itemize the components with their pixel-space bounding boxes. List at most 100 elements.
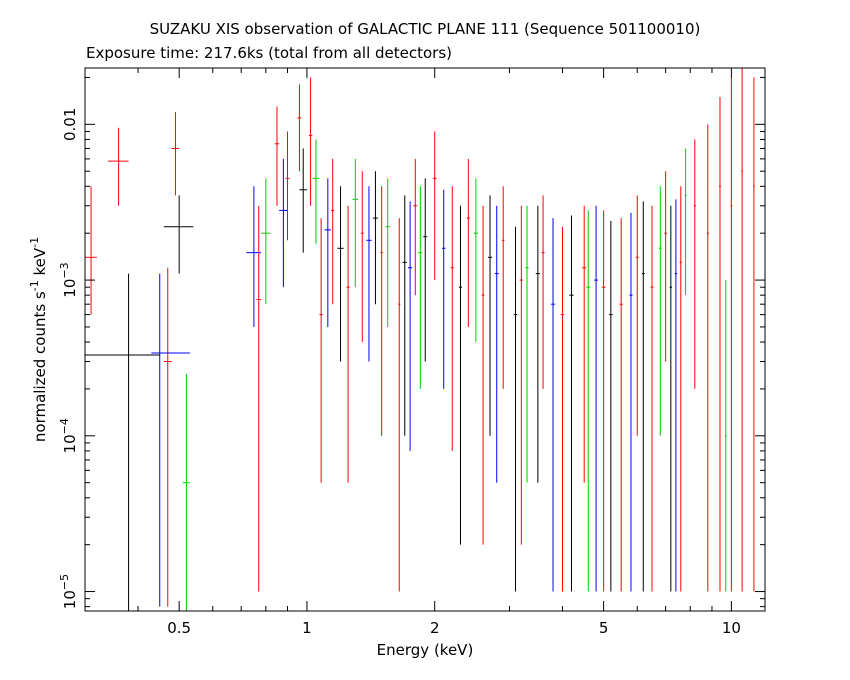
data-point xyxy=(724,280,727,592)
data-point xyxy=(481,205,485,545)
plot-frame xyxy=(84,67,766,612)
data-point xyxy=(312,139,320,245)
data-point xyxy=(151,273,190,607)
data-point xyxy=(432,131,437,281)
y-label-text: normalized counts s xyxy=(31,291,49,442)
data-point xyxy=(163,267,172,607)
data-point xyxy=(274,106,280,206)
data-point xyxy=(261,178,271,305)
x-tick-label: 2 xyxy=(430,619,440,637)
data-point xyxy=(501,186,505,389)
x-axis-label: Energy (keV) xyxy=(377,641,474,659)
data-point xyxy=(352,158,359,288)
ticks-layer: 0.5 1 2 5 10 0.01 10−3 10−4 10−5 xyxy=(58,68,765,637)
data-point xyxy=(418,186,423,389)
y-tick-exponent: −4 xyxy=(58,418,71,434)
data-point xyxy=(730,77,733,592)
x-tick-label: 0.5 xyxy=(167,619,191,637)
data-point xyxy=(473,178,479,343)
data-point xyxy=(679,186,683,592)
data-point xyxy=(163,195,194,274)
data-point xyxy=(423,178,428,362)
data-point xyxy=(525,205,529,483)
series-2 xyxy=(182,139,727,611)
data-point xyxy=(372,171,378,305)
series-1 xyxy=(85,148,673,611)
data-point xyxy=(658,186,662,436)
x-tick-label: 10 xyxy=(722,619,741,637)
data-point xyxy=(299,148,307,253)
data-point xyxy=(753,77,755,592)
data-point xyxy=(458,205,463,545)
data-point xyxy=(650,205,654,592)
data-point xyxy=(171,112,180,196)
data-point xyxy=(380,186,383,436)
y-axis-label: normalized counts s-1 keV-1 xyxy=(28,237,49,442)
data-point xyxy=(629,212,633,592)
data-point xyxy=(693,139,696,389)
data-point xyxy=(609,220,613,592)
data-point xyxy=(331,158,335,305)
data-point xyxy=(285,131,290,241)
x-tick-label: 1 xyxy=(302,619,312,637)
data-point xyxy=(684,148,687,296)
data-point xyxy=(108,127,129,206)
data-point xyxy=(85,186,97,315)
data-point xyxy=(519,205,524,545)
series-0 xyxy=(85,68,755,607)
series-3 xyxy=(151,158,678,607)
data-point xyxy=(551,218,555,592)
data-point xyxy=(664,171,667,362)
y-label-text: keV xyxy=(31,247,49,280)
data-point xyxy=(487,195,493,436)
data-point xyxy=(669,205,673,592)
y-label-superscript: -1 xyxy=(28,280,41,291)
series-layer xyxy=(85,68,755,611)
data-point xyxy=(466,158,470,327)
data-point xyxy=(360,171,364,343)
data-point xyxy=(297,84,302,172)
data-point xyxy=(308,77,313,206)
data-point xyxy=(641,201,645,592)
data-point xyxy=(594,205,599,592)
y-tick-exponent: −3 xyxy=(58,262,71,278)
data-point xyxy=(619,218,623,592)
data-point xyxy=(398,218,401,592)
data-point xyxy=(541,195,545,389)
data-point xyxy=(719,96,721,592)
data-point xyxy=(569,215,574,592)
y-tick-exponent: −5 xyxy=(58,574,71,590)
chart-subtitle: Exposure time: 217.6ks (total from all d… xyxy=(86,44,453,62)
data-point xyxy=(535,205,540,483)
data-point xyxy=(337,186,344,362)
data-point xyxy=(413,158,418,296)
data-point xyxy=(582,205,587,483)
data-point xyxy=(85,273,160,611)
data-point xyxy=(674,199,678,592)
y-label-superscript: -1 xyxy=(28,237,41,248)
x-tick-label: 5 xyxy=(599,619,609,637)
data-point xyxy=(450,186,454,451)
data-point xyxy=(256,205,262,592)
chart-title: SUZAKU XIS observation of GALACTIC PLANE… xyxy=(149,20,701,38)
data-point xyxy=(513,226,518,592)
data-point xyxy=(279,158,288,288)
y-tick-label: 10−4 xyxy=(58,418,79,453)
y-tick-label: 10−5 xyxy=(58,574,79,609)
y-tick-label: 0.01 xyxy=(61,108,79,141)
data-point xyxy=(385,178,391,327)
data-point xyxy=(706,124,709,592)
data-point xyxy=(366,186,372,362)
data-point xyxy=(402,195,407,436)
data-point xyxy=(601,210,606,592)
data-point xyxy=(346,205,350,483)
data-point xyxy=(324,178,332,327)
data-point xyxy=(586,210,591,592)
data-point xyxy=(741,68,743,592)
data-point xyxy=(494,205,499,483)
data-point xyxy=(246,186,262,327)
data-point xyxy=(182,373,190,611)
data-point xyxy=(560,226,565,592)
data-point xyxy=(319,218,323,483)
